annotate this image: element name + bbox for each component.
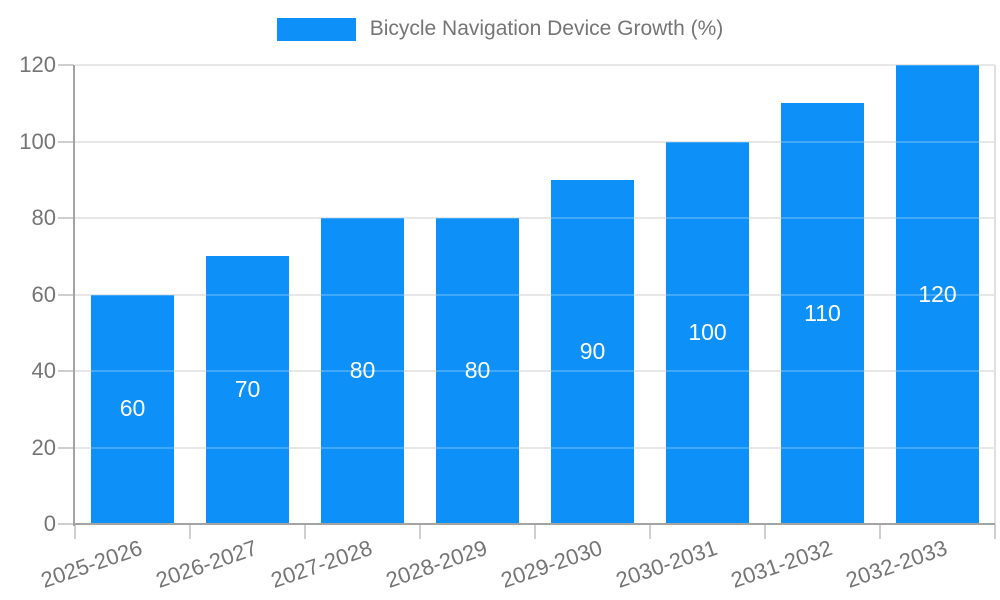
x-axis-tick-label: 2030-2031 bbox=[613, 535, 721, 593]
y-axis-tick-label: 20 bbox=[31, 434, 56, 460]
y-gridline bbox=[75, 446, 995, 449]
y-axis-tick-label: 40 bbox=[31, 358, 56, 383]
y-axis-tick bbox=[58, 140, 74, 143]
bar-2031-2032[interactable] bbox=[781, 103, 864, 524]
y-axis-tick bbox=[58, 293, 74, 296]
x-axis-tick bbox=[189, 524, 191, 539]
y-gridline-overlay bbox=[75, 370, 995, 372]
bar-2028-2029[interactable] bbox=[436, 218, 519, 524]
x-axis-tick-label: 2028-2029 bbox=[383, 535, 491, 593]
y-gridline bbox=[75, 217, 995, 219]
y-gridline bbox=[75, 140, 995, 143]
y-axis-tick-label: 0 bbox=[43, 511, 56, 536]
y-gridline-overlay bbox=[75, 217, 995, 219]
y-axis-line bbox=[73, 65, 75, 526]
y-axis-tick bbox=[58, 446, 74, 449]
y-gridline-overlay bbox=[75, 64, 995, 66]
bar-value-label: 110 bbox=[804, 299, 841, 326]
bar-2025-2026[interactable] bbox=[91, 294, 174, 524]
bar-value-label: 60 bbox=[119, 395, 146, 422]
bar-2026-2027[interactable] bbox=[206, 256, 289, 524]
bar-value-label: 120 bbox=[918, 280, 957, 307]
y-axis-tick-label: 120 bbox=[19, 52, 56, 77]
y-axis-tick bbox=[58, 370, 74, 372]
bar-value-label: 80 bbox=[349, 357, 376, 383]
y-gridline bbox=[75, 370, 995, 372]
x-axis-tick-label: 2031-2032 bbox=[728, 535, 836, 593]
x-axis-tick bbox=[74, 524, 76, 539]
x-axis-tick-label: 2029-2030 bbox=[498, 535, 606, 593]
y-gridline-overlay bbox=[75, 140, 995, 143]
bar-value-label: 80 bbox=[464, 357, 491, 383]
legend-swatch bbox=[276, 17, 356, 41]
x-axis-line bbox=[73, 523, 995, 525]
legend-label: Bicycle Navigation Device Growth (%) bbox=[369, 17, 724, 40]
bar-value-label: 70 bbox=[234, 376, 261, 403]
y-axis-tick bbox=[58, 523, 74, 525]
plot-right-border bbox=[994, 65, 996, 524]
x-axis-tick bbox=[879, 524, 881, 539]
bar-2027-2028[interactable] bbox=[321, 218, 404, 524]
x-axis-tick-label: 2027-2028 bbox=[268, 535, 376, 593]
bar-2030-2031[interactable] bbox=[666, 141, 749, 524]
x-axis-tick bbox=[534, 524, 536, 539]
x-axis-tick bbox=[649, 524, 651, 539]
x-axis-tick bbox=[419, 524, 421, 539]
bar-2032-2033[interactable] bbox=[896, 65, 979, 524]
legend[interactable]: Bicycle Navigation Device Growth (%) bbox=[0, 17, 1000, 41]
y-axis-tick-label: 60 bbox=[31, 281, 56, 307]
y-axis-tick bbox=[58, 217, 74, 219]
y-axis-tick-label: 100 bbox=[19, 128, 56, 154]
x-axis-tick bbox=[994, 524, 996, 539]
y-gridline-overlay bbox=[75, 293, 995, 296]
x-axis-tick-label: 2026-2027 bbox=[153, 535, 261, 593]
y-gridline-overlay bbox=[75, 446, 995, 449]
y-gridline bbox=[75, 293, 995, 296]
bar-value-label: 100 bbox=[688, 318, 727, 345]
bar-value-label: 90 bbox=[579, 337, 606, 364]
x-axis-tick bbox=[304, 524, 306, 539]
y-axis-tick bbox=[58, 64, 74, 66]
y-axis-tick-label: 80 bbox=[31, 205, 56, 230]
x-axis-tick-label: 2025-2026 bbox=[38, 535, 146, 593]
x-axis-tick-label: 2032-2033 bbox=[843, 535, 951, 593]
bar-2029-2030[interactable] bbox=[551, 179, 634, 524]
x-axis-tick bbox=[764, 524, 766, 539]
y-gridline bbox=[75, 64, 995, 66]
